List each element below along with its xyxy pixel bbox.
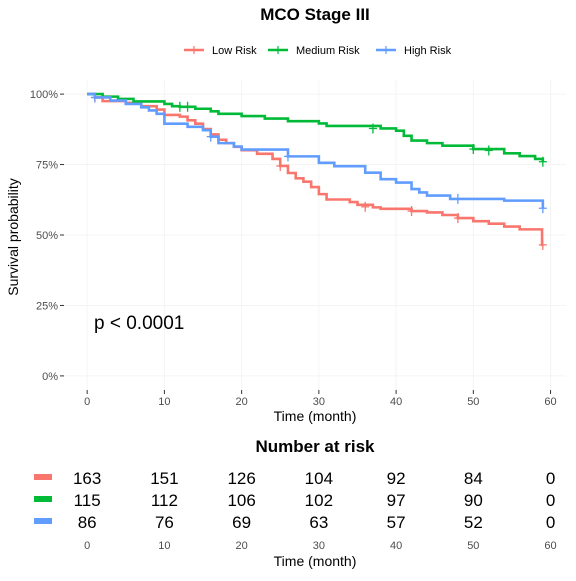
curve-low-risk: [87, 92, 544, 247]
censor-mark-low-risk: [453, 213, 462, 224]
legend-label: High Risk: [404, 45, 452, 57]
x-tick-label: 50: [467, 396, 479, 408]
censor-mark-medium-risk: [538, 156, 547, 167]
censor-mark-medium-risk: [183, 101, 192, 112]
risk-count: 104: [305, 469, 333, 488]
legend-item-high-risk: High Risk: [376, 45, 452, 57]
y-tick-label: 100%: [30, 89, 58, 101]
censor-mark-high-risk: [90, 92, 99, 103]
x-tick-label: 60: [544, 396, 556, 408]
risk-table-x-label: Time (month): [274, 553, 357, 569]
curve-medium-risk: [87, 92, 545, 162]
risk-count: 69: [232, 513, 251, 532]
x-tick-label: 0: [84, 396, 90, 408]
risk-table-x-tick-label: 60: [544, 540, 556, 552]
censor-mark-high-risk: [283, 151, 292, 162]
censor-mark-medium-risk: [469, 144, 478, 155]
curve-high-risk: [87, 92, 545, 209]
y-axis-label: Survival probability: [5, 178, 21, 296]
censor-mark-low-risk: [407, 206, 416, 217]
risk-count: 115: [74, 491, 101, 510]
y-tick-label: 75%: [36, 160, 58, 172]
risk-table-x-tick-label: 10: [158, 540, 170, 552]
y-tick-label: 25%: [36, 300, 58, 312]
risk-count: 63: [309, 513, 328, 532]
x-tick-label: 10: [158, 396, 170, 408]
risk-count: 106: [227, 491, 255, 510]
risk-count: 0: [546, 513, 555, 532]
censor-mark-high-risk: [453, 193, 462, 204]
chart-title: MCO Stage III: [260, 5, 370, 24]
risk-count: 0: [546, 491, 555, 510]
legend-label: Low Risk: [212, 45, 257, 57]
y-tick-label: 50%: [36, 230, 58, 242]
risk-table-x-tick-label: 50: [467, 540, 479, 552]
y-tick-label: 0%: [42, 371, 58, 383]
chart-legend: Low Risk Medium Risk High Risk: [184, 45, 452, 57]
censor-mark-high-risk: [206, 131, 215, 142]
y-axis: 0% 25% 50% 75% 100%: [30, 89, 64, 383]
x-axis-label: Time (month): [274, 408, 357, 424]
risk-count: 151: [150, 469, 178, 488]
risk-count: 76: [155, 513, 174, 532]
risk-row-medium-risk: 115 112 106 102 97 90 0: [34, 491, 555, 510]
risk-row-low-risk: 163 151 126 104 92 84 0: [34, 469, 555, 488]
risk-count: 90: [464, 491, 483, 510]
censor-mark-medium-risk: [368, 123, 377, 134]
censor-mark-medium-risk: [175, 101, 184, 112]
censor-mark-high-risk: [538, 203, 547, 214]
legend-item-medium-risk: Medium Risk: [268, 45, 360, 57]
risk-row-high-risk: 86 76 69 63 57 52 0: [34, 513, 555, 532]
risk-count: 112: [151, 491, 178, 510]
plot-gridlines: [64, 80, 566, 390]
survival-curves: [87, 92, 547, 250]
risk-count: 126: [227, 469, 255, 488]
risk-count: 84: [464, 469, 483, 488]
risk-count: 102: [305, 491, 333, 510]
risk-count: 163: [73, 469, 101, 488]
legend-item-low-risk: Low Risk: [184, 45, 257, 57]
risk-count: 57: [387, 513, 406, 532]
risk-count: 0: [546, 469, 555, 488]
censor-mark-low-risk: [276, 160, 285, 171]
x-axis: 0 10 20 30 40 50 60: [84, 390, 557, 408]
risk-count: 97: [387, 491, 406, 510]
x-tick-label: 20: [236, 396, 248, 408]
legend-label: Medium Risk: [296, 45, 360, 57]
risk-count: 52: [464, 513, 483, 532]
risk-table-x-tick-label: 30: [313, 540, 325, 552]
risk-table: 163 151 126 104 92 84 0 115 112 106 102 97 90 0 86 76 69…: [34, 469, 555, 532]
risk-table-x-tick-label: 40: [390, 540, 402, 552]
censor-mark-medium-risk: [484, 145, 493, 156]
p-value-annotation: p < 0.0001: [94, 313, 184, 334]
risk-table-title: Number at risk: [255, 437, 375, 456]
censor-mark-low-risk: [361, 201, 370, 212]
censor-mark-low-risk: [538, 239, 547, 250]
risk-table-x-tick-label: 20: [236, 540, 248, 552]
x-tick-label: 30: [313, 396, 325, 408]
risk-count: 86: [78, 513, 97, 532]
risk-count: 92: [387, 469, 406, 488]
x-tick-label: 40: [390, 396, 402, 408]
risk-table-x-tick-label: 0: [84, 540, 90, 552]
risk-table-x-axis: 0 10 20 30 40 50 60: [84, 540, 557, 552]
